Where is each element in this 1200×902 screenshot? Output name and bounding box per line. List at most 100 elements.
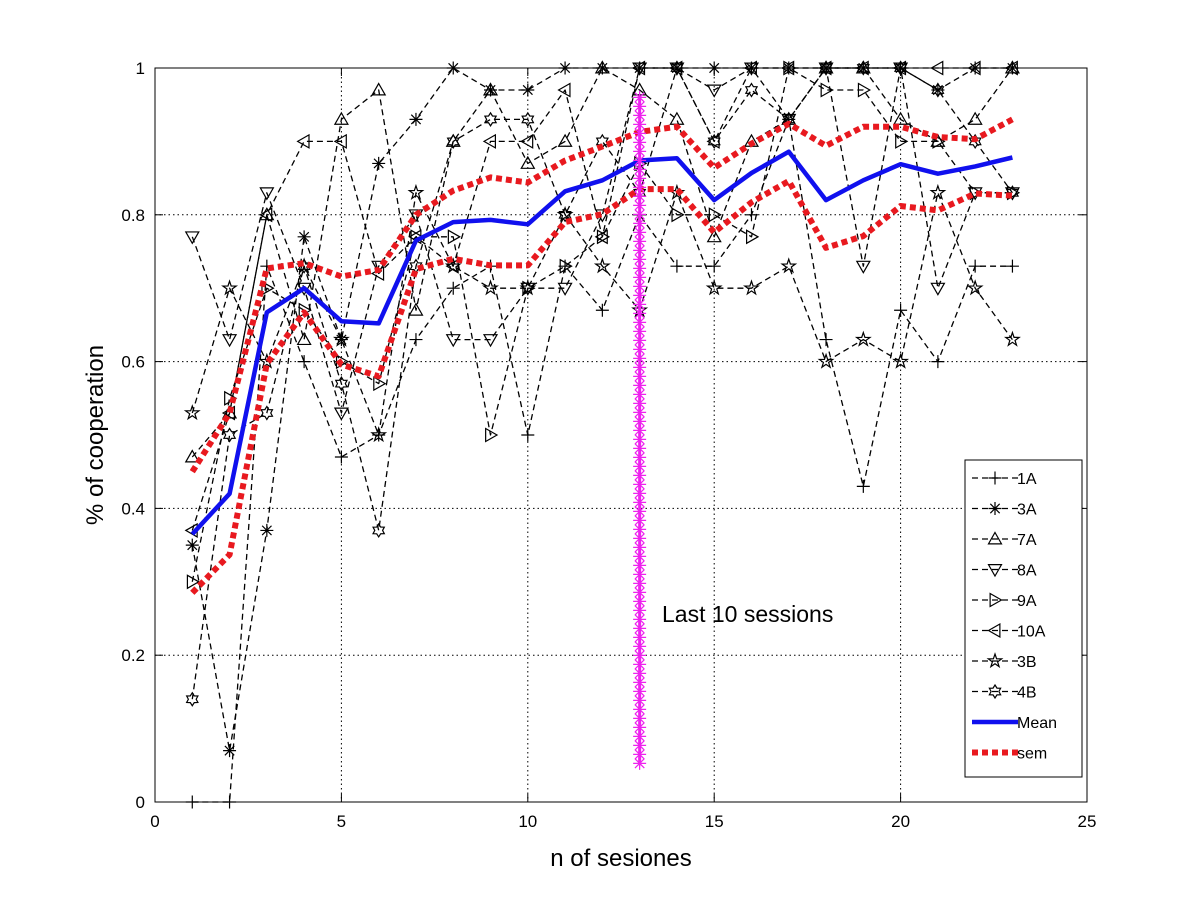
data-point xyxy=(558,207,572,223)
data-point xyxy=(447,229,461,245)
data-point xyxy=(1003,330,1021,347)
series-line xyxy=(191,192,1013,436)
data-point xyxy=(407,183,425,200)
vertical-marker-point xyxy=(633,333,647,347)
legend-label: 1A xyxy=(1017,471,1037,488)
data-point xyxy=(482,82,499,96)
data-point xyxy=(931,83,945,97)
series-sem xyxy=(189,116,1014,474)
vertical-marker-point xyxy=(633,306,647,320)
x-tick-label: 10 xyxy=(518,812,537,831)
data-point xyxy=(743,279,760,296)
data-point xyxy=(817,352,835,369)
legend-marker xyxy=(987,531,1003,545)
series-mean xyxy=(190,149,1013,536)
data-point xyxy=(222,334,238,348)
data-point xyxy=(445,334,461,348)
vertical-marker-point xyxy=(633,567,647,581)
vertical-marker-point xyxy=(633,279,647,293)
data-point xyxy=(892,352,910,369)
vertical-marker-point xyxy=(633,549,647,563)
data-point xyxy=(780,257,798,274)
data-point xyxy=(520,155,536,169)
data-point xyxy=(671,207,685,223)
vertical-marker-point xyxy=(633,702,647,716)
legend-marker xyxy=(988,471,1002,485)
data-point xyxy=(185,538,199,552)
data-point xyxy=(1005,185,1020,201)
vertical-marker-point xyxy=(633,135,647,149)
data-point xyxy=(485,427,499,443)
legend-marker xyxy=(987,564,1003,578)
data-point xyxy=(260,523,274,537)
legend-label: 9A xyxy=(1017,593,1037,610)
data-point xyxy=(706,133,720,149)
data-point xyxy=(184,231,200,245)
vertical-marker-point xyxy=(633,585,647,599)
data-point xyxy=(408,302,424,316)
vertical-marker-point xyxy=(633,423,647,437)
tick-labels: 0 5 10 15 20 25 0 0.2 0.4 0.6 0.8 1 xyxy=(121,59,1096,831)
vertical-marker-point xyxy=(633,693,647,707)
data-point xyxy=(296,133,310,149)
vertical-marker-point xyxy=(633,351,647,365)
vertical-marker-point xyxy=(633,459,647,473)
data-point xyxy=(332,330,350,347)
vertical-marker-point xyxy=(633,630,647,644)
data-point xyxy=(334,333,348,347)
data-point xyxy=(296,331,312,346)
vertical-marker-point xyxy=(633,468,647,482)
vertical-marker-point xyxy=(633,576,647,590)
vertical-marker-point xyxy=(633,513,647,527)
legend-marker xyxy=(988,683,1002,700)
vertical-marker-point xyxy=(633,756,647,770)
vertical-marker-point xyxy=(633,108,647,122)
vertical-marker-point xyxy=(633,117,647,131)
data-point xyxy=(334,450,348,464)
data-point xyxy=(183,404,201,421)
vertical-marker-point xyxy=(633,243,647,257)
legend-marker xyxy=(987,622,1001,639)
legend-label: 7A xyxy=(1017,532,1037,549)
vertical-marker-point xyxy=(633,297,647,311)
data-point xyxy=(855,60,871,74)
y-tick-label: 0.6 xyxy=(121,353,145,372)
legend-marker xyxy=(988,502,1002,515)
data-point xyxy=(895,133,909,149)
legend-label: 8A xyxy=(1017,563,1037,580)
vertical-marker-point xyxy=(633,729,647,743)
vertical-marker-point xyxy=(633,711,647,725)
data-point xyxy=(818,62,834,76)
data-point xyxy=(929,183,947,200)
data-point xyxy=(482,133,496,149)
data-point xyxy=(931,82,945,98)
data-point xyxy=(184,449,200,463)
data-point xyxy=(520,133,534,149)
vertical-marker-point xyxy=(633,522,647,536)
data-point xyxy=(669,62,685,76)
data-point xyxy=(334,375,349,392)
vertical-marker-point xyxy=(633,315,647,329)
vertical-marker-point xyxy=(633,486,647,500)
legend-item-1a: 1A xyxy=(972,471,1037,488)
data-point xyxy=(297,355,311,369)
data-point xyxy=(707,133,721,150)
legend-label: 3B xyxy=(1017,654,1037,671)
vertical-marker-point xyxy=(633,153,647,167)
plot-frame xyxy=(154,67,1088,803)
y-tick-label: 0.4 xyxy=(121,499,145,518)
data-point xyxy=(333,133,347,149)
vertical-marker-point xyxy=(633,207,647,221)
annotation-layer: Last 10 sessions xyxy=(662,601,833,627)
data-point xyxy=(705,279,723,296)
data-point xyxy=(670,60,684,76)
series-layer xyxy=(183,60,1021,809)
series-line xyxy=(190,178,1013,595)
vertical-marker-point xyxy=(633,603,647,617)
vertical-marker-point xyxy=(633,432,647,446)
data-point xyxy=(521,111,535,128)
data-point xyxy=(670,259,684,273)
y-tick-label: 0.2 xyxy=(121,646,145,665)
series-line xyxy=(190,149,1013,536)
data-point xyxy=(557,82,571,98)
